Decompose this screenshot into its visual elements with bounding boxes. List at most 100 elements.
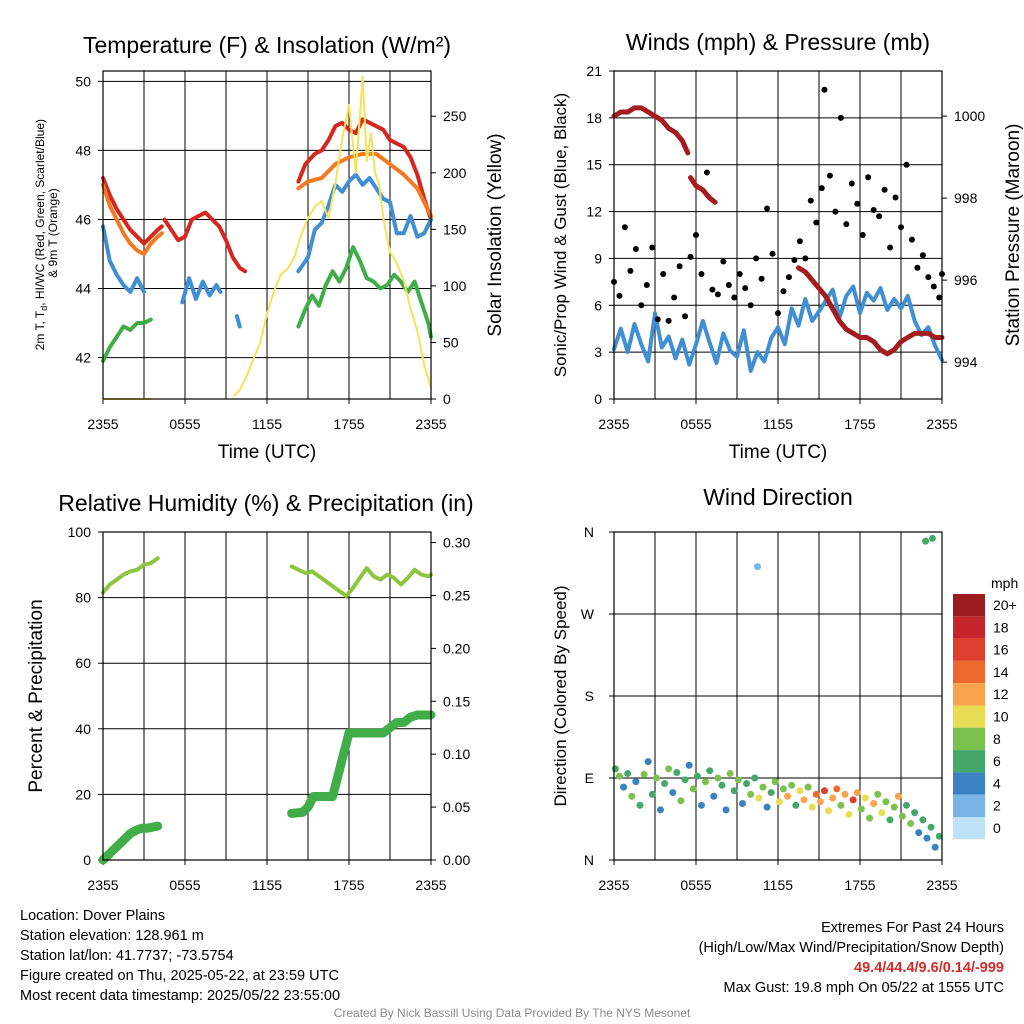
gust-point (720, 258, 727, 265)
direction-point (792, 801, 800, 809)
direction-point (796, 787, 804, 795)
colorbar-label: 16 (993, 642, 1009, 658)
speed-colorbar: mph 20+ 18 16 14 12 10 8 6 4 2 0 (953, 575, 1018, 840)
direction-point (820, 787, 828, 795)
y-tick-label: 21 (586, 63, 602, 79)
direction-point (816, 798, 824, 806)
direction-point (706, 767, 714, 775)
colorbar-swatch (953, 638, 985, 661)
gust-point (736, 271, 743, 278)
y2-tick-label: 1000 (954, 108, 985, 124)
direction-point (874, 790, 882, 798)
direction-point (702, 778, 710, 786)
gust-point (925, 274, 932, 281)
y2-tick-label: 0.00 (443, 852, 470, 868)
direction-point (693, 772, 701, 780)
colorbar-swatch (953, 727, 985, 751)
direction-point (923, 834, 931, 842)
x-tick-label: 1155 (763, 877, 793, 893)
colorbar-label: 12 (993, 686, 1009, 702)
direction-point (878, 809, 886, 817)
direction-point (808, 803, 816, 811)
wind-right-axis-label: Station Pressure (Maroon) (1003, 124, 1024, 347)
gust-point (813, 219, 820, 226)
y2-tick-label: 996 (954, 272, 978, 288)
station-pressure-maroon-line (688, 175, 718, 205)
colorbar-label: 2 (993, 798, 1001, 814)
plot-frame (613, 70, 943, 400)
wind-left-axis-label: Sonic/Prop Wind & Gust (Blue, Black) (551, 93, 570, 377)
gust-point (843, 221, 850, 228)
extremes-values: 49.4/44.4/9.6/0.14/-999 (854, 960, 1004, 976)
extremes-subtitle: (High/Low/Max Wind/Precipitation/Snow De… (698, 940, 1004, 956)
wind-plot: 2355 0555 1155 1755 2355 0 3 6 9 12 15 18 21 994 996 99… (586, 63, 985, 432)
direction-point (644, 758, 652, 766)
colorbar-title: mph (991, 575, 1018, 591)
y-tick-label: N (584, 852, 594, 868)
x-tick-label: 1755 (844, 877, 875, 893)
x-tick-label: 0555 (680, 416, 711, 432)
direction-point (853, 789, 861, 797)
gust-point (698, 271, 705, 278)
gust-point (654, 316, 661, 323)
scarlet-blue-hi-wc-line (296, 172, 433, 274)
gust-point (837, 114, 844, 121)
gust-point (898, 224, 904, 231)
direction-point (911, 809, 919, 817)
y-tick-label: 15 (586, 157, 602, 173)
solar-insolation-yellow-line (233, 75, 432, 397)
x-tick-label: 2355 (415, 877, 446, 893)
direction-point (775, 798, 783, 806)
direction-point (833, 785, 841, 793)
gust-point (693, 232, 699, 238)
gust-point (848, 180, 855, 187)
sonic-prop-wind-blue-line (612, 284, 944, 373)
direction-point (611, 765, 619, 773)
y2-tick-label: 0.30 (443, 535, 470, 551)
direction-point (915, 829, 923, 837)
y2-tick-label: 0.05 (443, 799, 470, 815)
direction-point (652, 774, 660, 782)
colorbar-swatch (953, 794, 985, 817)
plot-frame (102, 531, 432, 861)
extremes-title: Extremes For Past 24 Hours (821, 920, 1004, 936)
direction-point (849, 796, 857, 804)
max-gust: Max Gust: 19.8 mph On 05/22 at 1555 UTC (723, 980, 1004, 996)
y-tick-label: 12 (586, 204, 602, 220)
direction-point (866, 814, 874, 822)
gust-point (930, 283, 937, 290)
gust-point (807, 197, 814, 204)
gust-point (802, 255, 809, 262)
x-tick-label: 1755 (333, 416, 364, 432)
9m-t-orange-line (296, 151, 433, 218)
direction-point (677, 797, 685, 805)
y-tick-label: 3 (594, 344, 602, 360)
gust-point (791, 256, 798, 263)
direction-point (861, 794, 869, 802)
direction-point (730, 787, 738, 795)
y-tick-label: 80 (75, 590, 91, 606)
y-tick-label: 18 (586, 110, 602, 126)
y2-tick-label: 0 (443, 391, 451, 407)
colorbar-swatch (953, 616, 985, 639)
gust-point (616, 292, 623, 299)
gust-point (758, 275, 765, 282)
direction-point (620, 783, 628, 791)
direction-point (812, 790, 820, 798)
precipitation-line (287, 710, 436, 818)
direction-point (632, 778, 640, 786)
direction-point (800, 796, 808, 804)
y-tick-label: 0 (594, 391, 602, 407)
gust-point (818, 185, 825, 192)
direction-point (710, 792, 718, 800)
gust-point (725, 281, 732, 288)
x-tick-label: 1155 (252, 877, 282, 893)
relative-humidity-line (101, 556, 160, 595)
relative-humidity-line (289, 564, 433, 598)
y2-tick-label: 50 (443, 334, 459, 350)
x-tick-label: 1755 (844, 416, 875, 432)
temp-plot: 2355 0555 1155 1755 2355 42 44 46 48 50 0 50 100 150 2… (75, 70, 467, 432)
gust-point (731, 294, 738, 301)
direction-point (697, 801, 705, 809)
